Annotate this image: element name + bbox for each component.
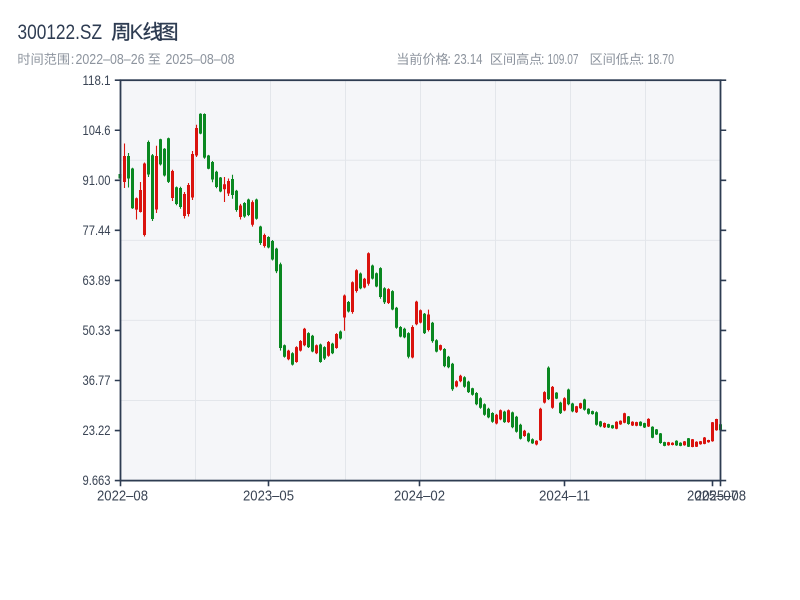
svg-text::: : xyxy=(71,52,75,67)
svg-text:18.70: 18.70 xyxy=(648,52,675,68)
svg-text::: : xyxy=(447,52,451,67)
svg-text:109.07: 109.07 xyxy=(548,52,579,68)
svg-text:2024–11: 2024–11 xyxy=(539,488,590,504)
svg-text:23.14: 23.14 xyxy=(454,52,483,68)
svg-text:63.89: 63.89 xyxy=(83,273,111,288)
svg-text:2024–02: 2024–02 xyxy=(394,488,445,504)
svg-text:2022–08–26: 2022–08–26 xyxy=(76,52,145,68)
svg-text:9.663: 9.663 xyxy=(83,473,111,488)
svg-text:300122.SZ: 300122.SZ xyxy=(18,20,103,44)
svg-text:2025–08–08: 2025–08–08 xyxy=(166,52,235,68)
svg-text:91.00: 91.00 xyxy=(83,173,111,188)
svg-text::: : xyxy=(641,52,645,67)
svg-text:50.33: 50.33 xyxy=(83,323,111,338)
svg-text:2025–08: 2025–08 xyxy=(695,488,746,504)
svg-text::: : xyxy=(541,52,545,67)
svg-text:104.6: 104.6 xyxy=(83,123,111,138)
svg-text:77.44: 77.44 xyxy=(83,223,111,238)
svg-text:2025–07: 2025–07 xyxy=(687,488,738,504)
svg-text:118.1: 118.1 xyxy=(83,73,111,88)
svg-text:2023–05: 2023–05 xyxy=(243,488,294,504)
svg-text:23.22: 23.22 xyxy=(83,423,111,438)
svg-text:36.77: 36.77 xyxy=(83,373,111,388)
svg-text:K: K xyxy=(130,21,144,44)
svg-text:2022–08: 2022–08 xyxy=(97,488,148,504)
